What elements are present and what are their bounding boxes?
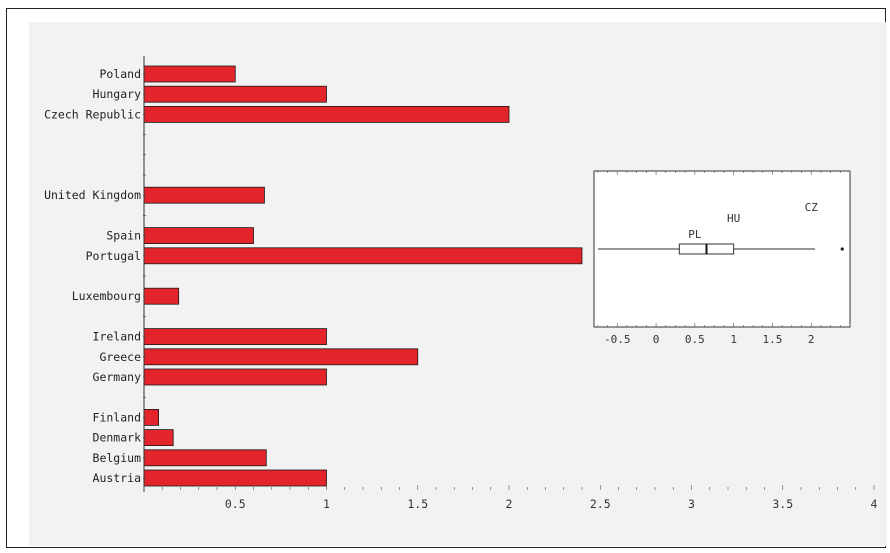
- bar: [143, 65, 236, 83]
- x-tick-label: 2: [506, 497, 513, 511]
- category-label: United Kingdom: [44, 188, 141, 202]
- category-label: Ireland: [93, 330, 141, 344]
- outlier-point: [840, 247, 844, 251]
- box-annotation: HU: [727, 212, 740, 225]
- bar: [143, 186, 265, 204]
- bar: [143, 408, 159, 426]
- x-axis: 0.5 1 1.5 2 2.5 3 3.5 4: [143, 56, 878, 511]
- x-tick-label: 3.5: [772, 497, 793, 511]
- box-annotation: CZ: [805, 201, 819, 214]
- box-annotation: PL: [688, 228, 702, 241]
- category-label: Germany: [93, 370, 142, 384]
- inset-tick-label: 2: [808, 333, 815, 346]
- bar: [143, 106, 510, 123]
- inset-tick-label: 0: [653, 333, 660, 346]
- inset-tick-label: 0.5: [685, 333, 705, 346]
- bar: [143, 247, 583, 265]
- bar: [143, 469, 327, 487]
- inset-tick-label: 1: [730, 333, 737, 346]
- category-labels: Poland Hungary Czech Republic United Kingdo…: [44, 67, 141, 485]
- x-tick-label: 1: [323, 497, 330, 511]
- x-tick-label: 0.5: [225, 497, 246, 511]
- bar: [143, 368, 327, 386]
- bar: [143, 85, 327, 103]
- category-label: Poland: [99, 67, 141, 81]
- inset-boxplot: PL HU CZ -0.5 0 0.5 1 1.5 2: [593, 170, 851, 346]
- bar: [143, 287, 180, 305]
- bar: [143, 429, 174, 447]
- bar: [143, 227, 254, 245]
- bar: [143, 449, 267, 467]
- category-label: Spain: [106, 229, 141, 243]
- category-label: Hungary: [93, 87, 142, 101]
- x-tick-label: 2.5: [590, 497, 611, 511]
- category-label: Denmark: [93, 431, 142, 445]
- bar: [143, 328, 327, 346]
- category-label: Portugal: [86, 249, 141, 263]
- category-label: Austria: [93, 471, 141, 485]
- x-tick-label: 4: [871, 497, 878, 511]
- category-label: Belgium: [93, 451, 142, 465]
- category-label: Greece: [99, 350, 141, 364]
- x-tick-label: 1.5: [407, 497, 428, 511]
- category-label: Finland: [93, 410, 141, 424]
- category-label: Czech Republic: [44, 107, 141, 121]
- category-label: Luxembourg: [72, 289, 141, 303]
- bar: [143, 348, 419, 366]
- inset-tick-label: -0.5: [604, 333, 631, 346]
- inset-tick-label: 1.5: [762, 333, 782, 346]
- bars-layer: [143, 65, 583, 487]
- x-tick-label: 3: [688, 497, 695, 511]
